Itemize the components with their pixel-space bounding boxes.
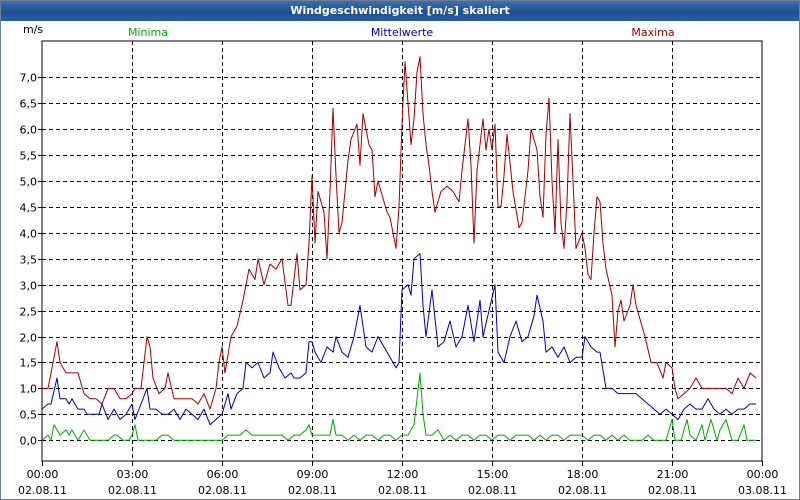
y-tick-label: 2,5 <box>20 306 38 319</box>
x-tick-label-date: 02.08.11 <box>18 484 67 497</box>
x-tick-label-date: 02.08.11 <box>648 484 697 497</box>
chart-title: Windgeschwindigkeit [m/s] skaliert <box>1 1 799 21</box>
y-tick-label: 0,5 <box>20 409 38 422</box>
x-tick-label-time: 00:00 <box>747 468 779 481</box>
series-line-mean <box>42 253 756 426</box>
x-tick-label-date: 02.08.11 <box>558 484 607 497</box>
y-tick-label: 6,5 <box>20 98 38 111</box>
series-line-maxima <box>42 56 757 410</box>
x-tick-label-time: 09:00 <box>297 468 329 481</box>
y-tick-label: 3,5 <box>20 254 38 267</box>
legend-mean: Mittelwerte <box>371 26 434 39</box>
x-tick-label-date: 02.08.11 <box>108 484 157 497</box>
legend-maxima: Maxima <box>631 26 674 39</box>
y-tick-label: 3,0 <box>20 280 38 293</box>
y-tick-label: 7,0 <box>20 72 38 85</box>
y-tick-label: 4,5 <box>20 202 38 215</box>
y-tick-label: 1,0 <box>20 383 38 396</box>
x-tick-label-date: 02.08.11 <box>198 484 247 497</box>
x-tick-label-time: 12:00 <box>387 468 419 481</box>
x-tick-label-date: 03.08.11 <box>738 484 787 497</box>
series-line-minima <box>42 372 756 441</box>
x-tick-label-time: 21:00 <box>657 468 689 481</box>
chart-canvas: 0,0 0,5 1,0 1,5 2,0 2,5 3,0 3,5 4,0 4,5 5,0 5,5 6,0 6… <box>18 23 787 497</box>
x-tick-label-date: 02.08.11 <box>288 484 337 497</box>
x-tick-label-time: 18:00 <box>567 468 599 481</box>
x-tick-label-time: 15:00 <box>477 468 509 481</box>
x-tick-label-time: 06:00 <box>207 468 239 481</box>
x-tick-label-date: 02.08.11 <box>378 484 427 497</box>
legend-minima: Minima <box>128 26 168 39</box>
y-tick-label: 0,0 <box>20 435 38 448</box>
y-tick-label: 5,5 <box>20 150 38 163</box>
x-tick-label-time: 03:00 <box>117 468 149 481</box>
y-tick-label: 4,0 <box>20 228 38 241</box>
y-axis-label: m/s <box>23 23 43 36</box>
y-tick-label: 1,5 <box>20 357 38 370</box>
x-tick-label-time: 00:00 <box>27 468 59 481</box>
y-tick-label: 5,0 <box>20 176 38 189</box>
y-tick-label: 2,0 <box>20 332 38 345</box>
y-tick-label: 6,0 <box>20 124 38 137</box>
x-tick-label-date: 02.08.11 <box>468 484 517 497</box>
